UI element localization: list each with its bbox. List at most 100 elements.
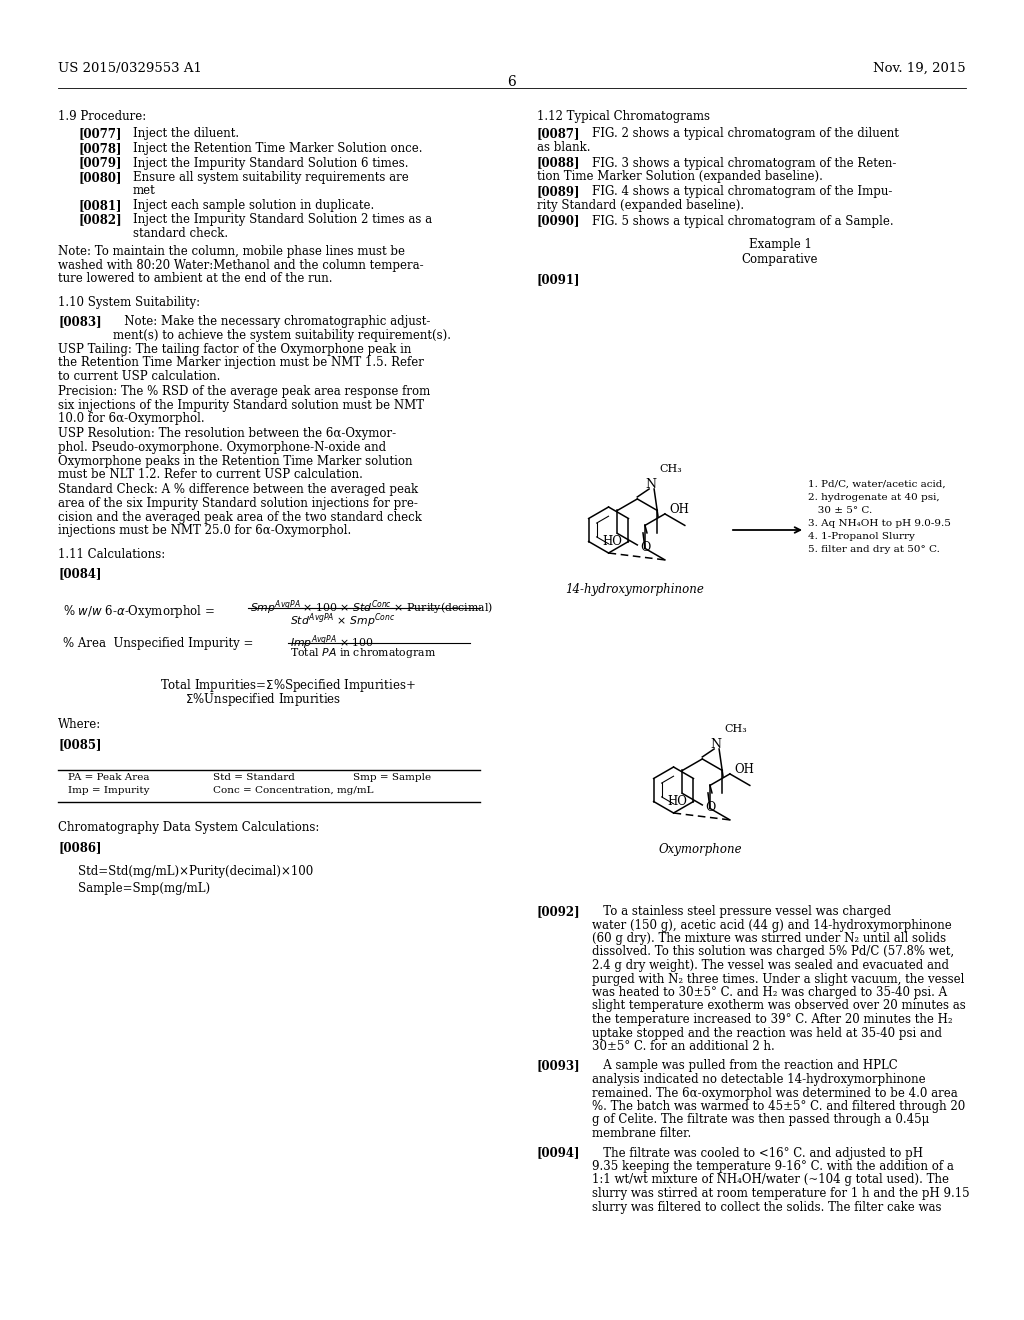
Text: [0084]: [0084] — [58, 568, 101, 579]
Text: OH: OH — [669, 503, 689, 516]
Text: Sample=Smp(mg/mL): Sample=Smp(mg/mL) — [78, 882, 210, 895]
Text: [0079]: [0079] — [78, 157, 122, 169]
Text: [0080]: [0080] — [78, 172, 122, 183]
Text: FIG. 5 shows a typical chromatogram of a Sample.: FIG. 5 shows a typical chromatogram of a… — [592, 214, 894, 227]
Text: [0089]: [0089] — [537, 186, 581, 198]
Text: Inject the Impurity Standard Solution 2 times as a: Inject the Impurity Standard Solution 2 … — [133, 214, 432, 227]
Text: 1.9 Procedure:: 1.9 Procedure: — [58, 110, 146, 123]
Text: six injections of the Impurity Standard solution must be NMT: six injections of the Impurity Standard … — [58, 399, 424, 412]
Text: cision and the averaged peak area of the two standard check: cision and the averaged peak area of the… — [58, 511, 422, 524]
Text: $Smp^{AvgPA}$ $\times$ 100 $\times$ $Std^{Conc}$ $\times$ Purity(decimal): $Smp^{AvgPA}$ $\times$ 100 $\times$ $Std… — [250, 598, 493, 618]
Text: FIG. 2 shows a typical chromatogram of the diluent: FIG. 2 shows a typical chromatogram of t… — [592, 128, 899, 140]
Text: [0087]: [0087] — [537, 128, 581, 140]
Text: US 2015/0329553 A1: US 2015/0329553 A1 — [58, 62, 202, 75]
Text: 6: 6 — [508, 75, 516, 88]
Text: 30±5° C. for an additional 2 h.: 30±5° C. for an additional 2 h. — [592, 1040, 775, 1053]
Text: $Imp^{AvgPA}$ $\times$ 100: $Imp^{AvgPA}$ $\times$ 100 — [290, 634, 374, 652]
Text: [0078]: [0078] — [78, 143, 122, 154]
Text: USP Tailing: The tailing factor of the Oxymorphone peak in: USP Tailing: The tailing factor of the O… — [58, 342, 412, 355]
Text: [0094]: [0094] — [537, 1147, 581, 1159]
Text: standard check.: standard check. — [133, 227, 228, 240]
Text: slight temperature exotherm was observed over 20 minutes as: slight temperature exotherm was observed… — [592, 999, 966, 1012]
Text: Total Impurities=$\Sigma$%Specified Impurities+: Total Impurities=$\Sigma$%Specified Impu… — [160, 677, 416, 694]
Text: N: N — [711, 738, 722, 751]
Text: [0088]: [0088] — [537, 157, 581, 169]
Text: [0086]: [0086] — [58, 841, 101, 854]
Text: analysis indicated no detectable 14-hydroxymorphinone: analysis indicated no detectable 14-hydr… — [592, 1073, 926, 1086]
Text: washed with 80:20 Water:Methanol and the column tempera-: washed with 80:20 Water:Methanol and the… — [58, 259, 424, 272]
Text: Example 1: Example 1 — [749, 238, 811, 251]
Text: 1.10 System Suitability:: 1.10 System Suitability: — [58, 296, 200, 309]
Text: was heated to 30±5° C. and H₂ was charged to 35-40 psi. A: was heated to 30±5° C. and H₂ was charge… — [592, 986, 947, 999]
Text: Note: To maintain the column, mobile phase lines must be: Note: To maintain the column, mobile pha… — [58, 246, 406, 259]
Text: Where:: Where: — [58, 718, 101, 731]
Text: (60 g dry). The mixture was stirred under N₂ until all solids: (60 g dry). The mixture was stirred unde… — [592, 932, 946, 945]
Text: Nov. 19, 2015: Nov. 19, 2015 — [873, 62, 966, 75]
Text: Inject the diluent.: Inject the diluent. — [133, 128, 240, 140]
Text: 5. filter and dry at 50° C.: 5. filter and dry at 50° C. — [808, 545, 940, 554]
Text: Precision: The % RSD of the average peak area response from: Precision: The % RSD of the average peak… — [58, 385, 430, 399]
Text: g of Celite. The filtrate was then passed through a 0.45μ: g of Celite. The filtrate was then passe… — [592, 1114, 929, 1126]
Text: ment(s) to achieve the system suitability requirement(s).: ment(s) to achieve the system suitabilit… — [113, 329, 451, 342]
Text: [0082]: [0082] — [78, 214, 122, 227]
Text: To a stainless steel pressure vessel was charged: To a stainless steel pressure vessel was… — [592, 906, 891, 917]
Text: $\Sigma$%Unspecified Impurities: $\Sigma$%Unspecified Impurities — [185, 690, 341, 708]
Text: [0085]: [0085] — [58, 738, 101, 751]
Text: [0090]: [0090] — [537, 214, 581, 227]
Text: CH₃: CH₃ — [659, 465, 682, 474]
Text: N: N — [645, 478, 656, 491]
Text: rity Standard (expanded baseline).: rity Standard (expanded baseline). — [537, 199, 744, 213]
Text: Inject each sample solution in duplicate.: Inject each sample solution in duplicate… — [133, 199, 374, 213]
Text: Oxymorphone: Oxymorphone — [658, 843, 741, 855]
Text: slurry was stirred at room temperature for 1 h and the pH 9.15: slurry was stirred at room temperature f… — [592, 1187, 970, 1200]
Text: slurry was filtered to collect the solids. The filter cake was: slurry was filtered to collect the solid… — [592, 1200, 941, 1213]
Text: as blank.: as blank. — [537, 141, 591, 154]
Text: 2. hydrogenate at 40 psi,: 2. hydrogenate at 40 psi, — [808, 492, 940, 502]
Text: 1. Pd/C, water/acetic acid,: 1. Pd/C, water/acetic acid, — [808, 480, 945, 488]
Text: water (150 g), acetic acid (44 g) and 14-hydroxymorphinone: water (150 g), acetic acid (44 g) and 14… — [592, 919, 951, 932]
Text: Standard Check: A % difference between the averaged peak: Standard Check: A % difference between t… — [58, 483, 418, 496]
Text: OH: OH — [734, 763, 754, 776]
Text: area of the six Impurity Standard solution injections for pre-: area of the six Impurity Standard soluti… — [58, 498, 418, 510]
Text: uptake stopped and the reaction was held at 35-40 psi and: uptake stopped and the reaction was held… — [592, 1027, 942, 1040]
Text: USP Resolution: The resolution between the 6α-Oxymor-: USP Resolution: The resolution between t… — [58, 428, 396, 441]
Text: remained. The 6α-oxymorphol was determined to be 4.0 area: remained. The 6α-oxymorphol was determin… — [592, 1086, 957, 1100]
Text: the Retention Time Marker injection must be NMT 1.5. Refer: the Retention Time Marker injection must… — [58, 356, 424, 370]
Text: [0092]: [0092] — [537, 906, 581, 917]
Text: Inject the Retention Time Marker Solution once.: Inject the Retention Time Marker Solutio… — [133, 143, 423, 154]
Text: PA = Peak Area: PA = Peak Area — [68, 772, 150, 781]
Text: 1:1 wt/wt mixture of NH₄OH/water (~104 g total used). The: 1:1 wt/wt mixture of NH₄OH/water (~104 g… — [592, 1173, 949, 1187]
Text: The filtrate was cooled to <16° C. and adjusted to pH: The filtrate was cooled to <16° C. and a… — [592, 1147, 923, 1159]
Text: HO: HO — [668, 795, 687, 808]
Text: [0083]: [0083] — [58, 315, 101, 329]
Text: purged with N₂ three times. Under a slight vacuum, the vessel: purged with N₂ three times. Under a slig… — [592, 973, 965, 986]
Text: Total $PA$ in chromatogram: Total $PA$ in chromatogram — [290, 647, 436, 660]
Text: Std = Standard: Std = Standard — [213, 772, 295, 781]
Text: Smp = Sample: Smp = Sample — [353, 772, 431, 781]
Text: 9.35 keeping the temperature 9-16° C. with the addition of a: 9.35 keeping the temperature 9-16° C. wi… — [592, 1160, 954, 1173]
Text: 2.4 g dry weight). The vessel was sealed and evacuated and: 2.4 g dry weight). The vessel was sealed… — [592, 960, 949, 972]
Text: 1.12 Typical Chromatograms: 1.12 Typical Chromatograms — [537, 110, 710, 123]
Text: Oxymorphone peaks in the Retention Time Marker solution: Oxymorphone peaks in the Retention Time … — [58, 454, 413, 467]
Text: [0093]: [0093] — [537, 1060, 581, 1072]
Text: Imp = Impurity: Imp = Impurity — [68, 785, 150, 795]
Text: the temperature increased to 39° C. After 20 minutes the H₂: the temperature increased to 39° C. Afte… — [592, 1012, 952, 1026]
Text: % Area  Unspecified Impurity =: % Area Unspecified Impurity = — [63, 638, 253, 651]
Text: Inject the Impurity Standard Solution 6 times.: Inject the Impurity Standard Solution 6 … — [133, 157, 409, 169]
Text: Conc = Concentration, mg/mL: Conc = Concentration, mg/mL — [213, 785, 374, 795]
Text: Ensure all system suitability requirements are: Ensure all system suitability requiremen… — [133, 172, 409, 183]
Text: %. The batch was warmed to 45±5° C. and filtered through 20: %. The batch was warmed to 45±5° C. and … — [592, 1100, 966, 1113]
Text: CH₃: CH₃ — [724, 723, 746, 734]
Text: phol. Pseudo-oxymorphone. Oxymorphone-N-oxide and: phol. Pseudo-oxymorphone. Oxymorphone-N-… — [58, 441, 386, 454]
Text: 3. Aq NH₄OH to pH 9.0-9.5: 3. Aq NH₄OH to pH 9.0-9.5 — [808, 519, 951, 528]
Text: dissolved. To this solution was charged 5% Pd/C (57.8% wet,: dissolved. To this solution was charged … — [592, 945, 954, 958]
Text: 14-hydroxymorphinone: 14-hydroxymorphinone — [565, 583, 705, 595]
Text: Chromatography Data System Calculations:: Chromatography Data System Calculations: — [58, 821, 319, 834]
Text: [0091]: [0091] — [537, 273, 581, 286]
Text: FIG. 3 shows a typical chromatogram of the Reten-: FIG. 3 shows a typical chromatogram of t… — [592, 157, 896, 169]
Text: O: O — [640, 541, 650, 554]
Text: to current USP calculation.: to current USP calculation. — [58, 370, 220, 383]
Text: Note: Make the necessary chromatographic adjust-: Note: Make the necessary chromatographic… — [113, 315, 430, 329]
Text: membrane filter.: membrane filter. — [592, 1127, 691, 1140]
Text: A sample was pulled from the reaction and HPLC: A sample was pulled from the reaction an… — [592, 1060, 898, 1072]
